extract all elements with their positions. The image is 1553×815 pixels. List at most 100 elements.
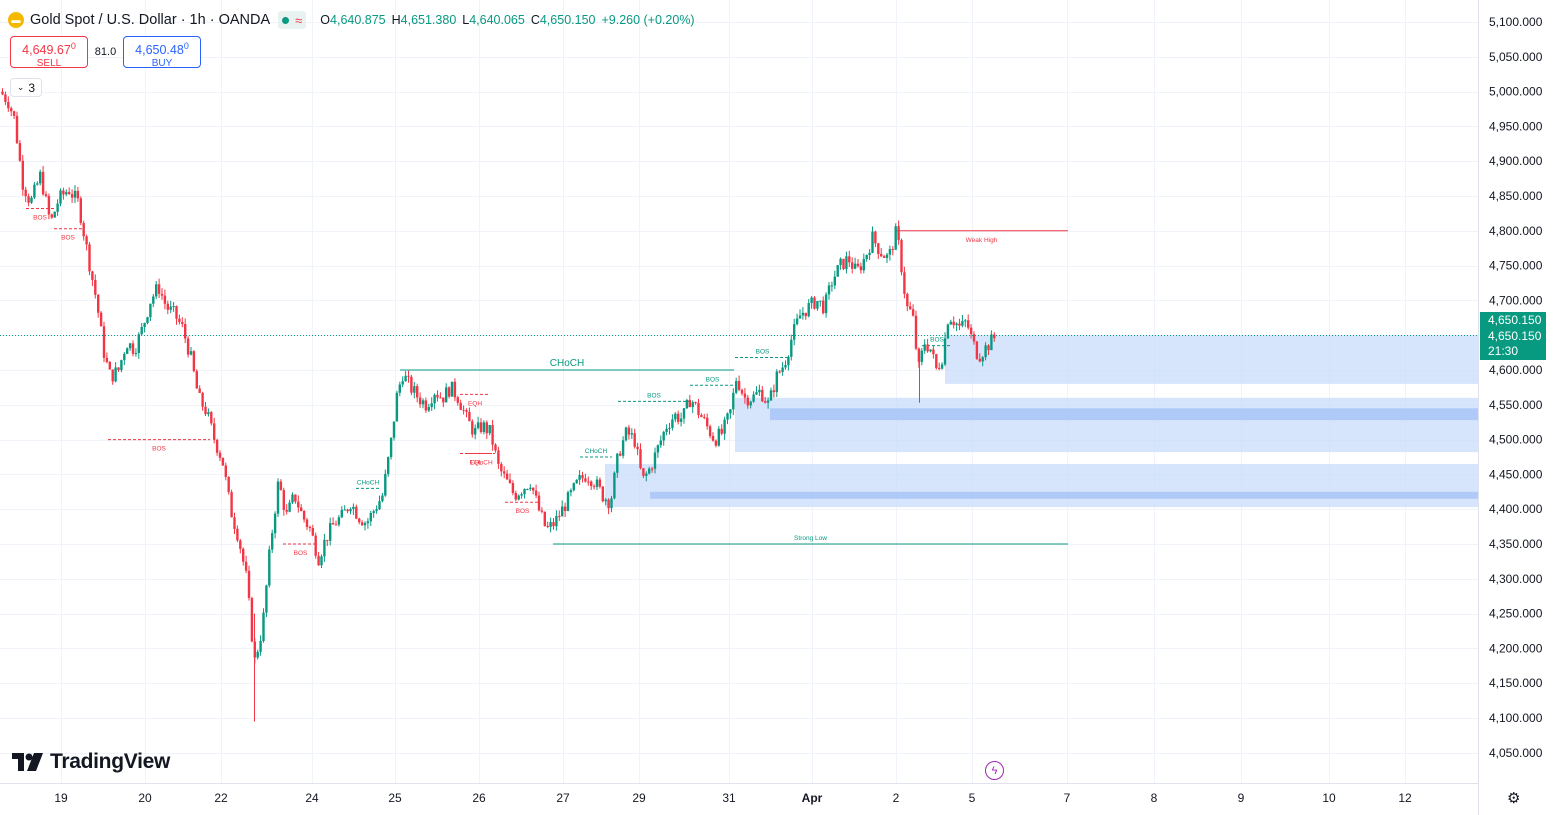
tradingview-logo[interactable]: TradingView [12, 750, 170, 774]
candle-body [639, 449, 642, 469]
candle-body [967, 320, 970, 328]
candle-body [300, 507, 303, 512]
structure-label: BOS [706, 376, 720, 383]
collapse-indicators-button[interactable]: ⌄ 3 [10, 78, 42, 97]
ohlc-key: O [320, 13, 331, 27]
gold-coin-icon: ▬ [8, 12, 24, 28]
lightning-icon[interactable]: ϟ [985, 761, 1004, 780]
indicator-count: 3 [28, 80, 36, 95]
candle-body [146, 317, 149, 324]
buy-button[interactable]: 4,650.480 BUY [123, 36, 201, 69]
candle-body [737, 380, 741, 390]
candle-body [520, 494, 523, 496]
structure-label: BOS [61, 235, 75, 242]
time-axis-label: 8 [1151, 791, 1158, 805]
candle-body [665, 428, 668, 432]
candle-body [346, 509, 349, 512]
candle-body [590, 481, 593, 487]
candle-body [703, 416, 706, 418]
candle-body [746, 397, 749, 406]
structure-label: CHoCH [470, 460, 493, 467]
candlestick-series [1, 88, 996, 722]
candle-body [871, 231, 874, 253]
candle-body [859, 266, 863, 271]
candle-body [10, 108, 13, 112]
time-axis-label: 26 [472, 791, 486, 805]
candle-body [233, 517, 236, 529]
candle-body [366, 521, 370, 524]
candle-body [334, 524, 338, 526]
candle-body [532, 487, 535, 491]
candle-body [401, 381, 404, 385]
candle-body [523, 489, 526, 495]
candle-body [117, 367, 120, 371]
candle-body [53, 211, 56, 218]
indicator-status[interactable]: ≈ [278, 11, 307, 29]
chart-settings-icon[interactable]: ⚙ [1507, 790, 1521, 807]
candle-body [468, 411, 471, 422]
candle-body [392, 421, 396, 438]
candle-body [720, 428, 723, 434]
candle-body [943, 338, 947, 365]
candle-body [192, 351, 196, 372]
candle-body [534, 490, 538, 496]
ohlc-key: L [462, 13, 470, 27]
candle-body [285, 509, 288, 512]
candle-body [946, 324, 950, 339]
candle-body [7, 101, 10, 109]
candle-body [601, 486, 604, 502]
candle-body [378, 501, 381, 510]
candle-body [184, 324, 187, 339]
time-axis[interactable]: 19 20 22 24 25 26 27 29 31 Apr 2 5 7 8 9 10 12 [54, 791, 1412, 805]
candle-body [82, 223, 85, 237]
price-axis-label: 4,350.000 [1489, 537, 1543, 551]
sell-button[interactable]: 4,649.670 SELL [10, 36, 88, 69]
candle-body [18, 143, 22, 161]
candle-body [807, 303, 810, 317]
candle-body [856, 263, 860, 267]
candle-body [653, 452, 657, 469]
candle-body [331, 523, 335, 525]
candle-body [291, 494, 294, 503]
candle-body [337, 517, 341, 525]
candle-body [65, 192, 68, 195]
candle-body [210, 412, 213, 424]
candle-body [787, 356, 790, 366]
candle-body [323, 539, 326, 557]
structure-label: BOS [33, 215, 47, 222]
candle-body [987, 345, 990, 351]
last-price-tag: 4,650.150 [1480, 312, 1546, 328]
candle-body [256, 651, 259, 658]
price-axis-label: 4,300.000 [1489, 572, 1543, 586]
candle-body [445, 387, 448, 403]
candle-body [880, 253, 883, 257]
candle-body [752, 394, 755, 402]
candle-body [636, 446, 639, 450]
price-axis[interactable]: 4,050.000 4,100.000 4,150.000 4,200.000 4,25… [1489, 15, 1543, 760]
candle-body [784, 365, 787, 368]
candle-body [474, 428, 477, 435]
candle-body [126, 348, 129, 354]
candle-body [607, 499, 610, 509]
price-axis-label: 4,700.000 [1489, 293, 1543, 307]
candle-body [358, 518, 361, 523]
candle-body [685, 399, 689, 409]
candle-body [772, 390, 776, 393]
candle-body [166, 303, 169, 310]
tradingview-mark-icon [12, 753, 43, 771]
time-axis-label: 9 [1238, 791, 1245, 805]
candle-body [157, 284, 161, 294]
candle-body [79, 198, 82, 224]
symbol-title[interactable]: Gold Spot / U.S. Dollar · 1h · OANDA [30, 12, 271, 28]
candle-body [128, 343, 132, 349]
price-axis-label: 4,050.000 [1489, 746, 1543, 760]
price-axis-label: 4,550.000 [1489, 398, 1543, 412]
candle-body [410, 376, 413, 393]
candle-body [900, 239, 903, 273]
candle-body [395, 392, 399, 422]
candle-body [613, 472, 616, 499]
candle-body [578, 475, 581, 480]
candle-body [476, 422, 480, 429]
candle-body [645, 473, 648, 476]
